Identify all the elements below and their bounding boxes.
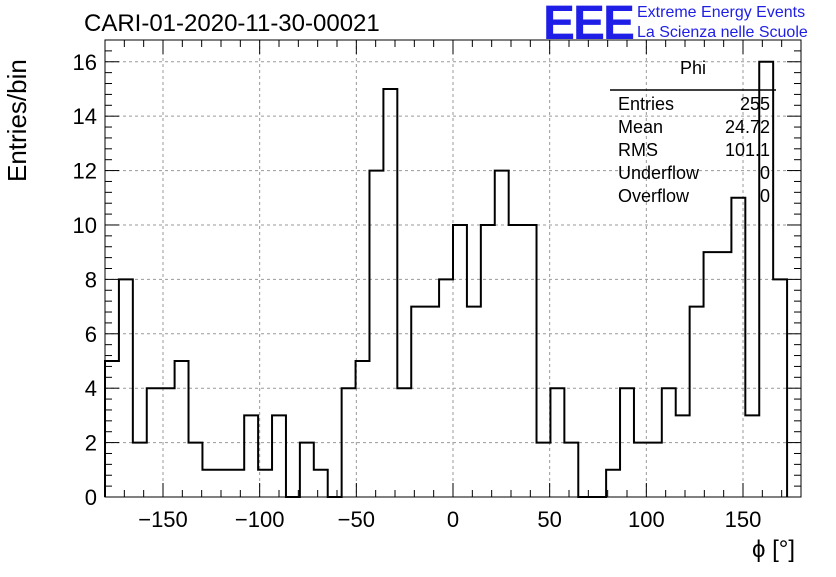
stats-value: 0: [760, 163, 770, 183]
histogram-bin: [731, 198, 745, 497]
histogram-bin: [425, 307, 439, 497]
histogram-bin: [564, 443, 578, 497]
histogram-bin: [773, 279, 787, 497]
x-tick-label: −100: [235, 507, 285, 532]
stats-value: 101.1: [725, 140, 770, 160]
y-tick-label: 6: [85, 322, 97, 347]
histogram-bin: [523, 225, 537, 497]
histogram-bin: [216, 470, 230, 497]
x-tick-label: −150: [138, 507, 188, 532]
y-tick-label: 4: [85, 376, 97, 401]
histogram-bin: [620, 388, 634, 497]
brand-line-2: La Scienza nelle Scuole: [637, 24, 808, 41]
stats-value: 24.72: [725, 117, 770, 137]
histogram-bin: [383, 89, 397, 497]
histogram-bin: [467, 307, 481, 497]
histogram-bin: [272, 415, 286, 497]
histogram-bin: [745, 415, 759, 497]
histogram-bin: [397, 388, 411, 497]
histogram-bin: [369, 171, 383, 497]
histogram-bin: [509, 225, 523, 497]
eee-logo: EEE: [543, 0, 635, 50]
stats-value: 255: [740, 94, 770, 114]
x-tick-label: 0: [447, 507, 459, 532]
histogram-bin: [356, 361, 370, 497]
histogram-bin: [119, 279, 133, 497]
histogram-bin: [676, 415, 690, 497]
histogram-bin: [648, 443, 662, 497]
stats-title: Phi: [680, 58, 706, 78]
histogram-bin: [161, 388, 175, 497]
brand-line-1: Extreme Energy Events: [637, 4, 806, 21]
histogram-outline: [104, 60, 789, 498]
histogram-bin: [258, 470, 272, 497]
histogram-bin: [662, 388, 676, 497]
histogram-bin: [202, 470, 216, 497]
histogram-bin: [411, 307, 425, 497]
histogram-bin: [342, 388, 356, 497]
x-axis-label: ϕ [°]: [752, 536, 796, 563]
histogram-bin: [439, 279, 453, 497]
x-tick-label: 150: [725, 507, 762, 532]
stats-value: 0: [760, 186, 770, 206]
y-tick-label: 10: [73, 213, 97, 238]
histogram-bin: [300, 443, 314, 497]
y-tick-label: 2: [85, 431, 97, 456]
histogram-bin: [690, 307, 704, 497]
histogram-bin: [481, 225, 495, 497]
stats-label: Mean: [618, 117, 663, 137]
x-tick-label: 100: [628, 507, 665, 532]
histogram-bin: [175, 361, 189, 497]
histogram-bin: [606, 470, 620, 497]
stats-label: Entries: [618, 94, 674, 114]
y-tick-label: 12: [73, 159, 97, 184]
histogram-bin: [133, 443, 147, 497]
histogram-bin: [704, 252, 718, 497]
stats-label: Underflow: [618, 163, 700, 183]
y-tick-label: 0: [85, 485, 97, 510]
chart-title: CARI-01-2020-11-30-00021: [84, 10, 380, 37]
histogram-bin: [105, 361, 119, 497]
x-tick-label: −50: [338, 507, 375, 532]
histogram-bin: [537, 443, 551, 497]
histogram-bin: [717, 252, 731, 497]
y-axis-label: Entries/bin: [2, 59, 32, 182]
histogram-bin: [244, 415, 258, 497]
histogram-bin: [634, 443, 648, 497]
histogram-bin: [147, 388, 161, 497]
histogram-bin: [453, 225, 467, 497]
histogram-bin: [189, 443, 203, 497]
x-tick-label: 50: [537, 507, 561, 532]
y-tick-label: 14: [73, 104, 97, 129]
stats-label: RMS: [618, 140, 658, 160]
y-tick-label: 8: [85, 267, 97, 292]
stats-label: Overflow: [618, 186, 690, 206]
histogram-bin: [550, 388, 564, 497]
y-tick-label: 16: [73, 50, 97, 75]
histogram-bin: [314, 470, 328, 497]
histogram-bin: [230, 470, 244, 497]
histogram-bin: [495, 171, 509, 497]
